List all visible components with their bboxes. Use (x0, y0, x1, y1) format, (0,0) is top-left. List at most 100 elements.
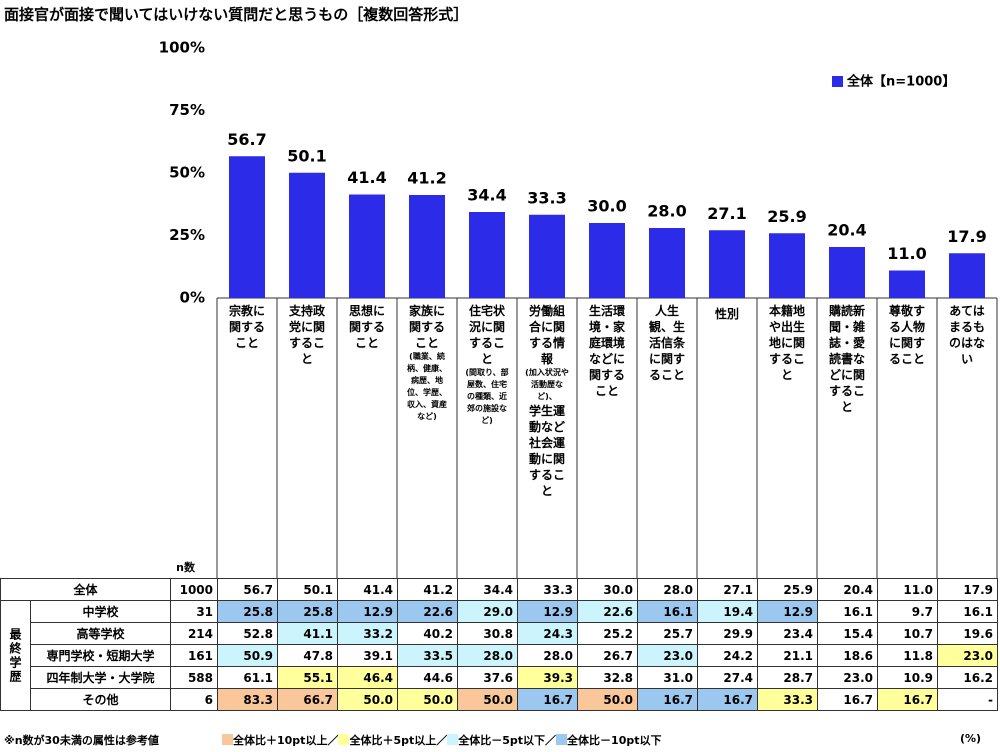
value-cell: 56.7 (217, 578, 279, 601)
value-label: 11.0 (887, 244, 926, 263)
n-cell: 588 (170, 666, 219, 689)
footnote: ※n数が30未満の属性は参考値 (4, 734, 159, 747)
value-cell: 28.0 (457, 644, 519, 667)
category-text: 生活環境・家庭環境などに関すること (588, 304, 625, 398)
n-cell: 214 (170, 622, 219, 645)
value-cell: 19.6 (937, 622, 999, 645)
value-cell: 10.9 (877, 666, 939, 689)
category-text: 宗教に関すること (228, 304, 265, 350)
value-cell: 20.4 (817, 578, 879, 601)
value-label: 20.4 (827, 221, 866, 240)
category-label: 住宅状況に関すること(間取り、部屋数、住宅の種類、近郊の施設など) (457, 303, 517, 427)
value-cell: 23.0 (817, 666, 879, 689)
category-text: 尊敬する人物に関すること (888, 304, 925, 366)
value-cell: 46.4 (337, 666, 399, 689)
category-label: 尊敬する人物に関すること (877, 303, 937, 367)
row-label: 四年制大学・大学院 (29, 666, 172, 689)
y-tick-label: 100% (159, 39, 205, 57)
value-label: 17.9 (947, 227, 986, 246)
value-cell: 41.4 (337, 578, 399, 601)
legend-separator: ／ (436, 734, 448, 747)
value-cell: 47.8 (277, 644, 339, 667)
y-tick-label: 25% (169, 226, 205, 244)
value-cell: 11.0 (877, 578, 939, 601)
legend-swatch (447, 734, 459, 745)
legend-swatch (832, 76, 843, 87)
bar (889, 270, 925, 298)
value-cell: 30.0 (577, 578, 639, 601)
value-cell: 29.9 (697, 622, 759, 645)
value-label: 27.1 (707, 204, 746, 223)
value-cell: 24.3 (517, 622, 579, 645)
value-cell: 19.4 (697, 600, 759, 623)
category-note: (職業、続柄、健康、病歴、地位、学歴、収入、資産など) (407, 352, 447, 421)
y-tick-label: 0% (180, 289, 205, 307)
value-cell: 50.0 (337, 688, 399, 711)
value-cell: 16.7 (817, 688, 879, 711)
row-label: 中学校 (29, 600, 172, 623)
category-text: 支持政党に関すること (288, 304, 325, 366)
value-cell: 17.9 (937, 578, 999, 601)
value-cell: 28.0 (637, 578, 699, 601)
category-text: 購読新聞・雑誌・愛読書などに関すること (828, 304, 865, 414)
legend-separator: ／ (327, 734, 339, 747)
value-cell: 41.1 (277, 622, 339, 645)
value-cell: 25.8 (217, 600, 279, 623)
value-cell: 16.2 (937, 666, 999, 689)
value-label: 50.1 (287, 146, 326, 165)
legend-separator: ／ (545, 734, 557, 747)
value-cell: 25.2 (577, 622, 639, 645)
value-cell: 37.6 (457, 666, 519, 689)
category-text: 性別 (714, 307, 739, 321)
bar (229, 156, 265, 298)
value-cell: 22.6 (577, 600, 639, 623)
legend-swatch (338, 734, 350, 745)
data-table: 全体 1000 56.7 50.1 41.4 41.2 34.4 33.3 30.0 28.0 27… (0, 578, 999, 711)
value-label: 33.3 (527, 188, 566, 207)
category-text: 家族に関すること (408, 304, 445, 350)
n-cell: 31 (170, 600, 219, 623)
table-row: その他 6 83.3 66.7 50.0 50.0 50.0 16.7 50.0 16.7 16.7… (1, 688, 999, 711)
category-text: 思想に関すること (348, 304, 385, 350)
value-cell: 55.1 (277, 666, 339, 689)
value-cell: 23.0 (637, 644, 699, 667)
category-label: 思想に関すること (337, 303, 397, 351)
bar (529, 214, 565, 298)
bar (589, 223, 625, 298)
legend-swatch (222, 734, 233, 745)
value-cell: 39.1 (337, 644, 399, 667)
table-row: 専門学校・短期大学 161 50.9 47.8 39.1 33.5 28.0 28.0 26.7… (1, 644, 999, 667)
value-cell: 16.7 (877, 688, 939, 711)
value-cell: 27.1 (697, 578, 759, 601)
value-cell: 23.4 (757, 622, 819, 645)
value-label: 28.0 (647, 202, 686, 221)
row-label: 高等学校 (29, 622, 172, 645)
value-label: 41.4 (347, 168, 386, 187)
bar (829, 247, 865, 298)
y-tick-label: 75% (169, 101, 205, 119)
category-label: 性別 (697, 303, 757, 322)
n-cell: 1000 (170, 578, 219, 601)
table-row: 全体 1000 56.7 50.1 41.4 41.2 34.4 33.3 30.0 28.0 27… (0, 578, 999, 601)
category-label: 人生観、生活信条に関すること (637, 303, 697, 383)
legend-label: 全体比＋10pt以上 (233, 734, 328, 747)
value-cell: 12.9 (517, 600, 579, 623)
table-row: 高等学校 214 52.8 41.1 33.2 40.2 30.8 24.3 25.2 25.7 2… (1, 622, 999, 645)
bar (649, 228, 685, 298)
value-cell: 21.1 (757, 644, 819, 667)
category-label: 労働組合に関する情報(加入状況や活動歴など)、学生運動など社会運動に関すること (517, 303, 577, 499)
value-cell: 11.8 (877, 644, 939, 667)
value-cell: 16.1 (637, 600, 699, 623)
legend-label: 全体比－5pt以下 (458, 734, 546, 747)
value-cell: 15.4 (817, 622, 879, 645)
value-cell: 28.0 (517, 644, 579, 667)
value-cell: 33.2 (337, 622, 399, 645)
value-cell: 50.9 (217, 644, 279, 667)
value-label: 34.4 (467, 186, 506, 205)
value-cell: 52.8 (217, 622, 279, 645)
value-cell: 50.0 (577, 688, 639, 711)
category-text: あてはまるものはない (948, 304, 985, 366)
value-cell: 25.7 (637, 622, 699, 645)
legend-swatch (556, 734, 568, 745)
